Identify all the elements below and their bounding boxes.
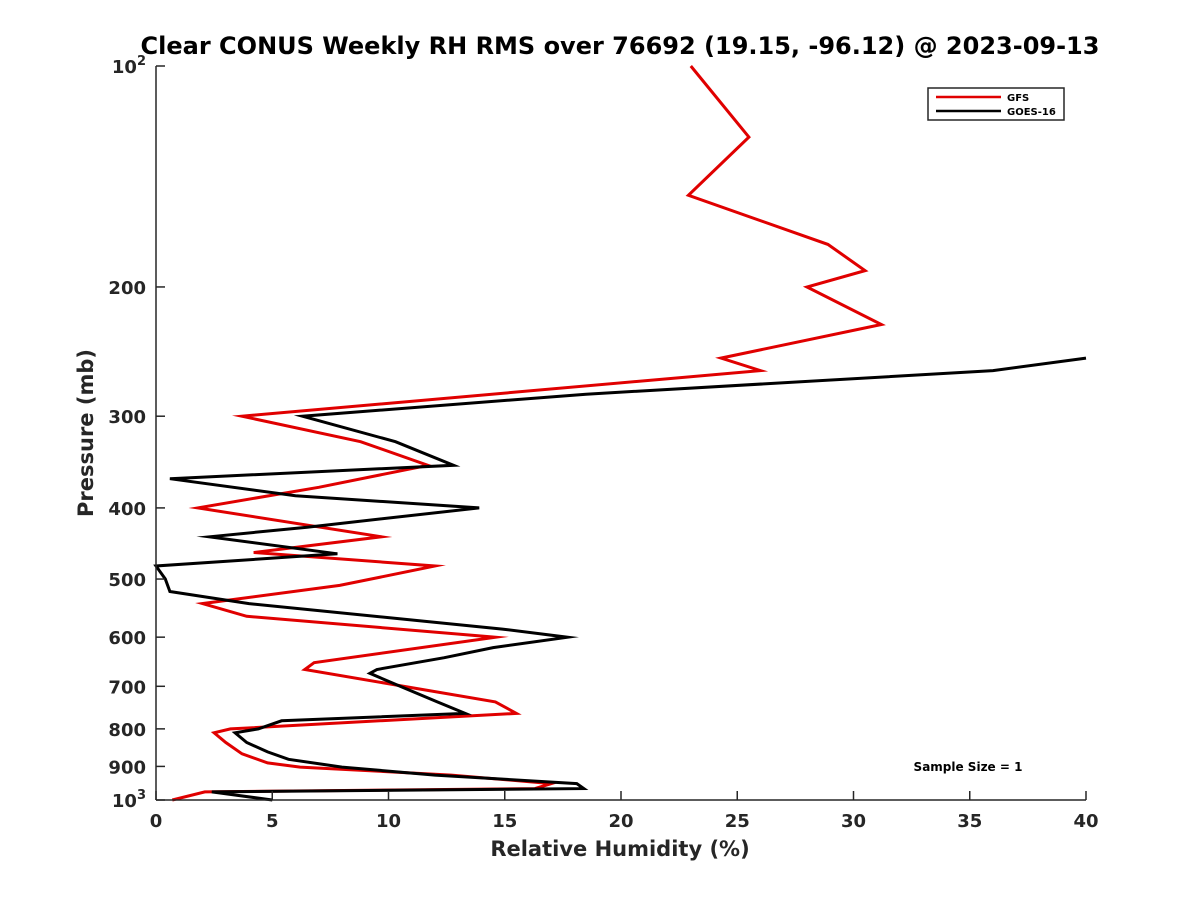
y-tick-label: 900	[108, 757, 146, 778]
y-tick-exponent: 3	[137, 788, 146, 803]
y-tick-label: 200	[108, 278, 146, 299]
legend-box	[927, 87, 1065, 121]
sample-size-annotation: Sample Size = 1	[914, 760, 1023, 774]
y-tick-exponent: 2	[137, 54, 146, 69]
y-tick-label: 700	[108, 677, 146, 698]
legend[interactable]: GFS GOES-16	[927, 87, 1065, 121]
series-layer	[153, 65, 1087, 802]
legend-label-goes-16: GOES-16	[1007, 107, 1056, 118]
x-tick-label: 25	[725, 811, 750, 832]
plot-area: 0 5 10 15 20 25 30 35 40102200300400500600700800…	[108, 54, 1098, 832]
x-tick-label: 0	[150, 811, 163, 832]
series-line-gfs	[171, 65, 886, 802]
axes-layer: 0 5 10 15 20 25 30 35 40102200300400500600700800…	[108, 54, 1098, 832]
y-tick-label: 500	[108, 570, 146, 591]
chart-title: Clear CONUS Weekly RH RMS over 76692 (19…	[141, 32, 1100, 60]
y-tick-base: 10	[112, 791, 137, 812]
y-tick-label: 400	[108, 499, 146, 520]
y-tick-base: 10	[112, 57, 137, 78]
legend-items: GFS GOES-16	[936, 93, 1056, 118]
x-tick-label: 20	[608, 811, 633, 832]
y-tick-label: 102	[112, 54, 146, 78]
x-tick-label: 30	[841, 811, 866, 832]
x-tick-label: 15	[492, 811, 517, 832]
y-tick-label: 103	[112, 788, 146, 812]
y-tick-label: 300	[108, 407, 146, 428]
x-tick-label: 40	[1073, 811, 1098, 832]
legend-label-gfs: GFS	[1007, 93, 1029, 104]
x-tick-label: 35	[957, 811, 982, 832]
x-tick-label: 10	[376, 811, 401, 832]
series-line-goes-16	[153, 356, 1087, 802]
x-axis-label: Relative Humidity (%)	[490, 837, 749, 861]
y-tick-label: 600	[108, 628, 146, 649]
y-tick-label: 800	[108, 720, 146, 741]
y-axis-label: Pressure (mb)	[74, 349, 98, 517]
x-tick-label: 5	[266, 811, 279, 832]
